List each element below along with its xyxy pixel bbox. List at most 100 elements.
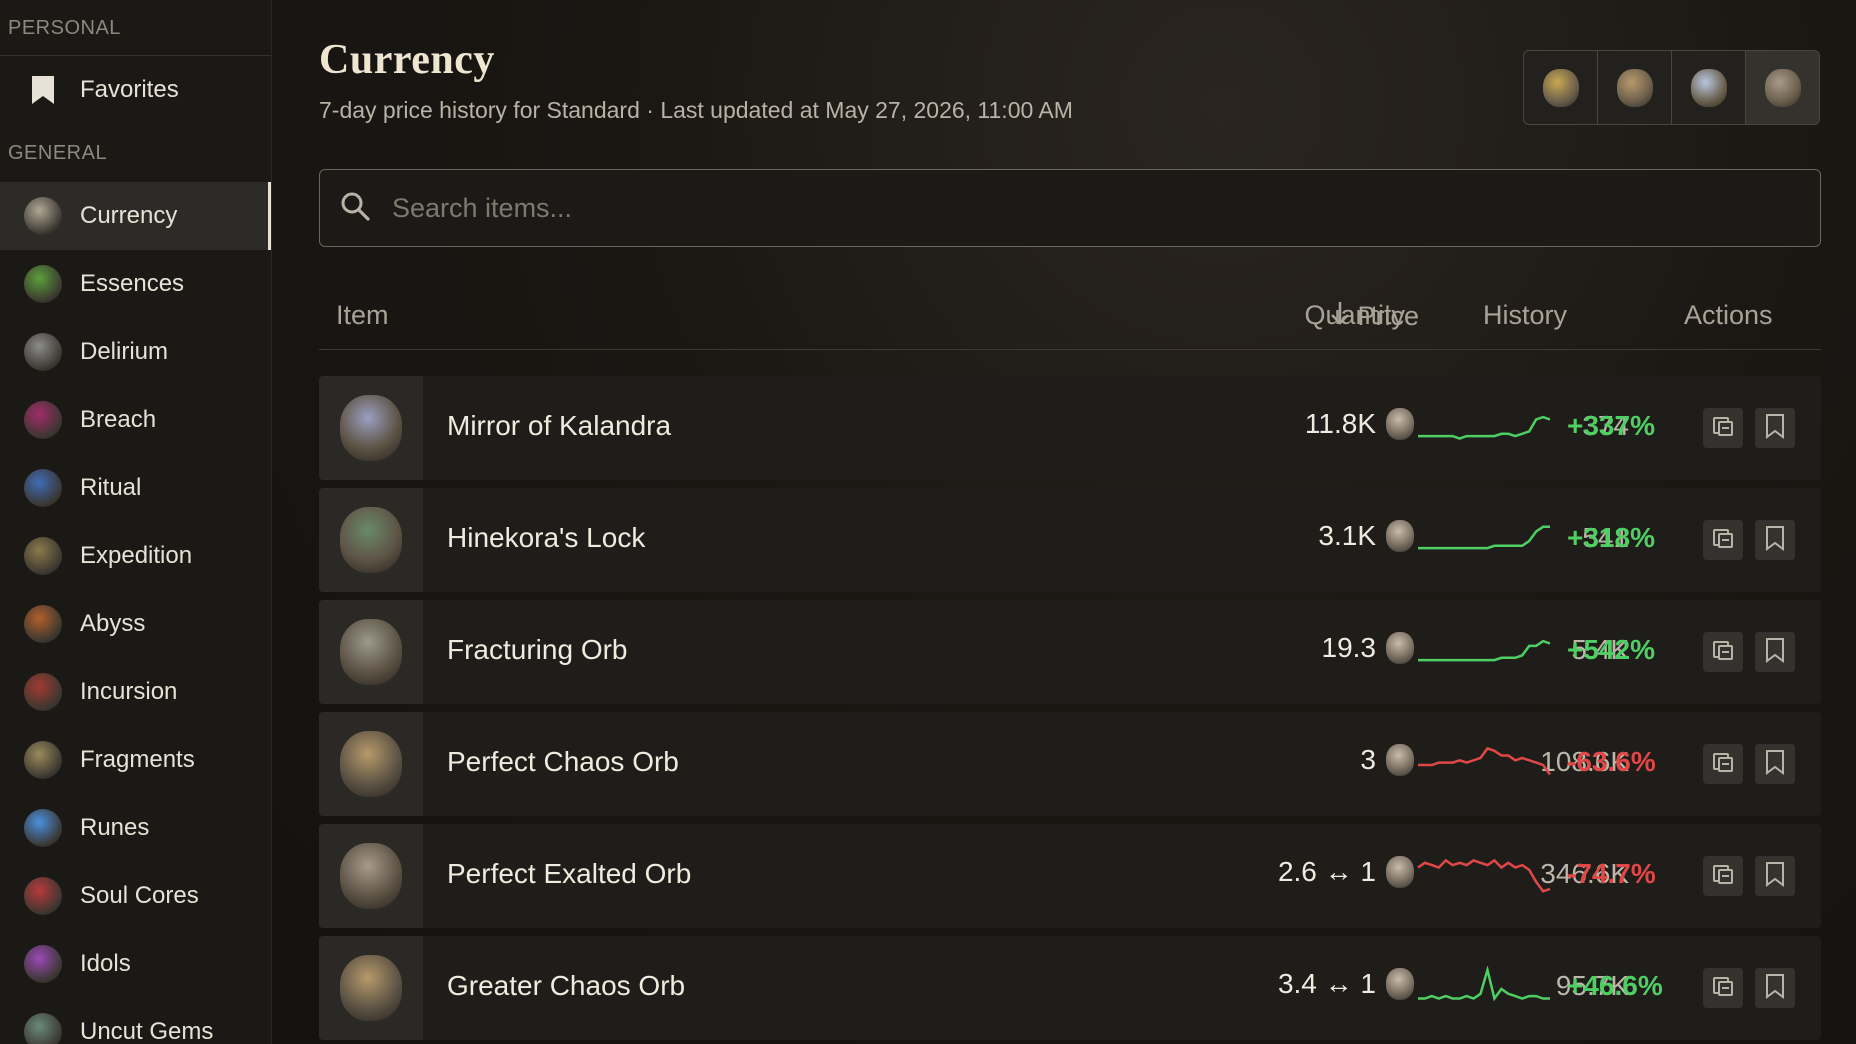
copy-icon <box>1711 974 1735 1003</box>
exalted-orb-icon <box>1386 632 1414 664</box>
copy-button[interactable] <box>1703 632 1743 672</box>
sidebar-item-favorites[interactable]: Favorites <box>0 56 271 124</box>
currency-icon <box>24 197 62 235</box>
league-option-4[interactable] <box>1746 51 1819 124</box>
breach-icon <box>24 401 62 439</box>
table-row[interactable]: Perfect Chaos Orb 3 108.6K -63.6% <box>319 712 1821 816</box>
bookmark-button[interactable] <box>1755 744 1795 784</box>
bookmark-icon <box>1765 637 1785 668</box>
sidebar-item-breach[interactable]: Breach <box>0 386 271 454</box>
copy-icon <box>1711 414 1735 443</box>
price-change: -63.6% <box>1567 746 1656 777</box>
item-icon <box>340 395 402 461</box>
sidebar-item-label: Expedition <box>80 542 193 569</box>
essences-icon <box>24 265 62 303</box>
league-option-3[interactable] <box>1672 51 1746 124</box>
main-content: Currency 7-day price history for Standar… <box>272 0 1856 1044</box>
item-price-value: 19.3 <box>1321 632 1377 663</box>
exalted-orb-icon <box>1386 744 1414 776</box>
sidebar-item-essences[interactable]: Essences <box>0 250 271 318</box>
item-quantity: 541 <box>1582 522 1629 553</box>
sidebar-item-uncut-gems[interactable]: Uncut Gems <box>0 998 271 1044</box>
sidebar-item-label: Favorites <box>80 76 179 103</box>
price-change: +542% <box>1567 634 1655 665</box>
search-icon <box>340 191 370 226</box>
item-price: 3.1K <box>1318 520 1414 552</box>
column-header-item[interactable]: Item <box>336 300 389 330</box>
item-thumbnail <box>319 376 423 480</box>
sort-arrow-down-icon <box>1329 300 1351 333</box>
page-subtitle: 7-day price history for Standard · Last … <box>319 97 1073 123</box>
row-actions <box>1703 408 1795 448</box>
row-actions <box>1703 632 1795 672</box>
sidebar-item-runes[interactable]: Runes <box>0 794 271 862</box>
league-option-1[interactable] <box>1524 51 1598 124</box>
item-price: 3.4 ↔ 1 <box>1278 968 1414 1000</box>
bookmark-button[interactable] <box>1755 632 1795 672</box>
item-price-value: 3 <box>1360 744 1376 775</box>
sparkline-line <box>1418 966 1550 1002</box>
item-thumbnail <box>319 824 423 928</box>
sidebar-item-fragments[interactable]: Fragments <box>0 726 271 794</box>
abyss-icon <box>24 605 62 643</box>
table-row[interactable]: Greater Chaos Orb 3.4 ↔ 1 95.7K +46.6% <box>319 936 1821 1040</box>
item-name[interactable]: Perfect Exalted Orb <box>447 858 692 889</box>
sidebar-item-abyss[interactable]: Abyss <box>0 590 271 658</box>
sidebar-item-label: Abyss <box>80 610 146 637</box>
expedition-icon <box>24 537 62 575</box>
sidebar-item-idols[interactable]: Idols <box>0 930 271 998</box>
sidebar-item-label: Incursion <box>80 678 178 705</box>
sidebar-item-label: Uncut Gems <box>80 1018 214 1044</box>
row-actions <box>1703 744 1795 784</box>
column-header-quantity[interactable]: Quantity <box>1304 300 1405 330</box>
item-price: 2.6 ↔ 1 <box>1278 856 1414 888</box>
row-actions <box>1703 968 1795 1008</box>
item-name[interactable]: Hinekora's Lock <box>447 522 646 553</box>
bookmark-button[interactable] <box>1755 856 1795 896</box>
copy-button[interactable] <box>1703 520 1743 560</box>
table-row[interactable]: Hinekora's Lock 3.1K 541 +318% <box>319 488 1821 592</box>
sidebar-item-label: Breach <box>80 406 157 433</box>
bookmark-button[interactable] <box>1755 520 1795 560</box>
sidebar-item-label: Ritual <box>80 474 142 501</box>
sidebar-item-incursion[interactable]: Incursion <box>0 658 271 726</box>
divine-orb-icon <box>1690 68 1727 107</box>
table-row[interactable]: Perfect Exalted Orb 2.6 ↔ 1 346.6K -74.7% <box>319 824 1821 928</box>
idols-icon <box>24 945 62 983</box>
ritual-icon <box>24 469 62 507</box>
sidebar-nav-list: Currency Essences Delirium Breach Ritual Expe… <box>0 182 271 1044</box>
item-name[interactable]: Perfect Chaos Orb <box>447 746 679 777</box>
price-change: +46.6% <box>1567 970 1663 1001</box>
copy-button[interactable] <box>1703 408 1743 448</box>
table-row[interactable]: Mirror of Kalandra 11.8K 374 +337% <box>319 376 1821 480</box>
copy-icon <box>1711 862 1735 891</box>
bookmark-button[interactable] <box>1755 968 1795 1008</box>
column-header-history[interactable]: History <box>1483 300 1568 330</box>
sidebar-item-label: Runes <box>80 814 150 841</box>
table-row[interactable]: Fracturing Orb 19.3 5.4K +542% <box>319 600 1821 704</box>
bookmark-button[interactable] <box>1755 408 1795 448</box>
sidebar-item-label: Soul Cores <box>80 882 199 909</box>
column-header-price[interactable]: Price <box>1329 300 1419 333</box>
sidebar-item-expedition[interactable]: Expedition <box>0 522 271 590</box>
item-name[interactable]: Greater Chaos Orb <box>447 970 686 1001</box>
sidebar-item-currency[interactable]: Currency <box>0 182 271 250</box>
sidebar-item-delirium[interactable]: Delirium <box>0 318 271 386</box>
sidebar-item-ritual[interactable]: Ritual <box>0 454 271 522</box>
price-change: +318% <box>1567 522 1655 553</box>
item-price: 11.8K <box>1305 408 1414 440</box>
copy-button[interactable] <box>1703 968 1743 1008</box>
copy-button[interactable] <box>1703 856 1743 896</box>
item-name[interactable]: Fracturing Orb <box>447 634 628 665</box>
league-option-2[interactable] <box>1598 51 1672 124</box>
item-icon <box>340 731 402 797</box>
item-quantity: 346.6K <box>1540 858 1629 889</box>
copy-icon <box>1711 638 1735 667</box>
exalted-orb-icon <box>1386 856 1414 888</box>
price-history-sparkline <box>1417 858 1551 893</box>
copy-button[interactable] <box>1703 744 1743 784</box>
exalted-orb-icon <box>1386 520 1414 552</box>
search-input[interactable] <box>392 192 1772 224</box>
sidebar-item-soul-cores[interactable]: Soul Cores <box>0 862 271 930</box>
item-name[interactable]: Mirror of Kalandra <box>447 410 672 441</box>
